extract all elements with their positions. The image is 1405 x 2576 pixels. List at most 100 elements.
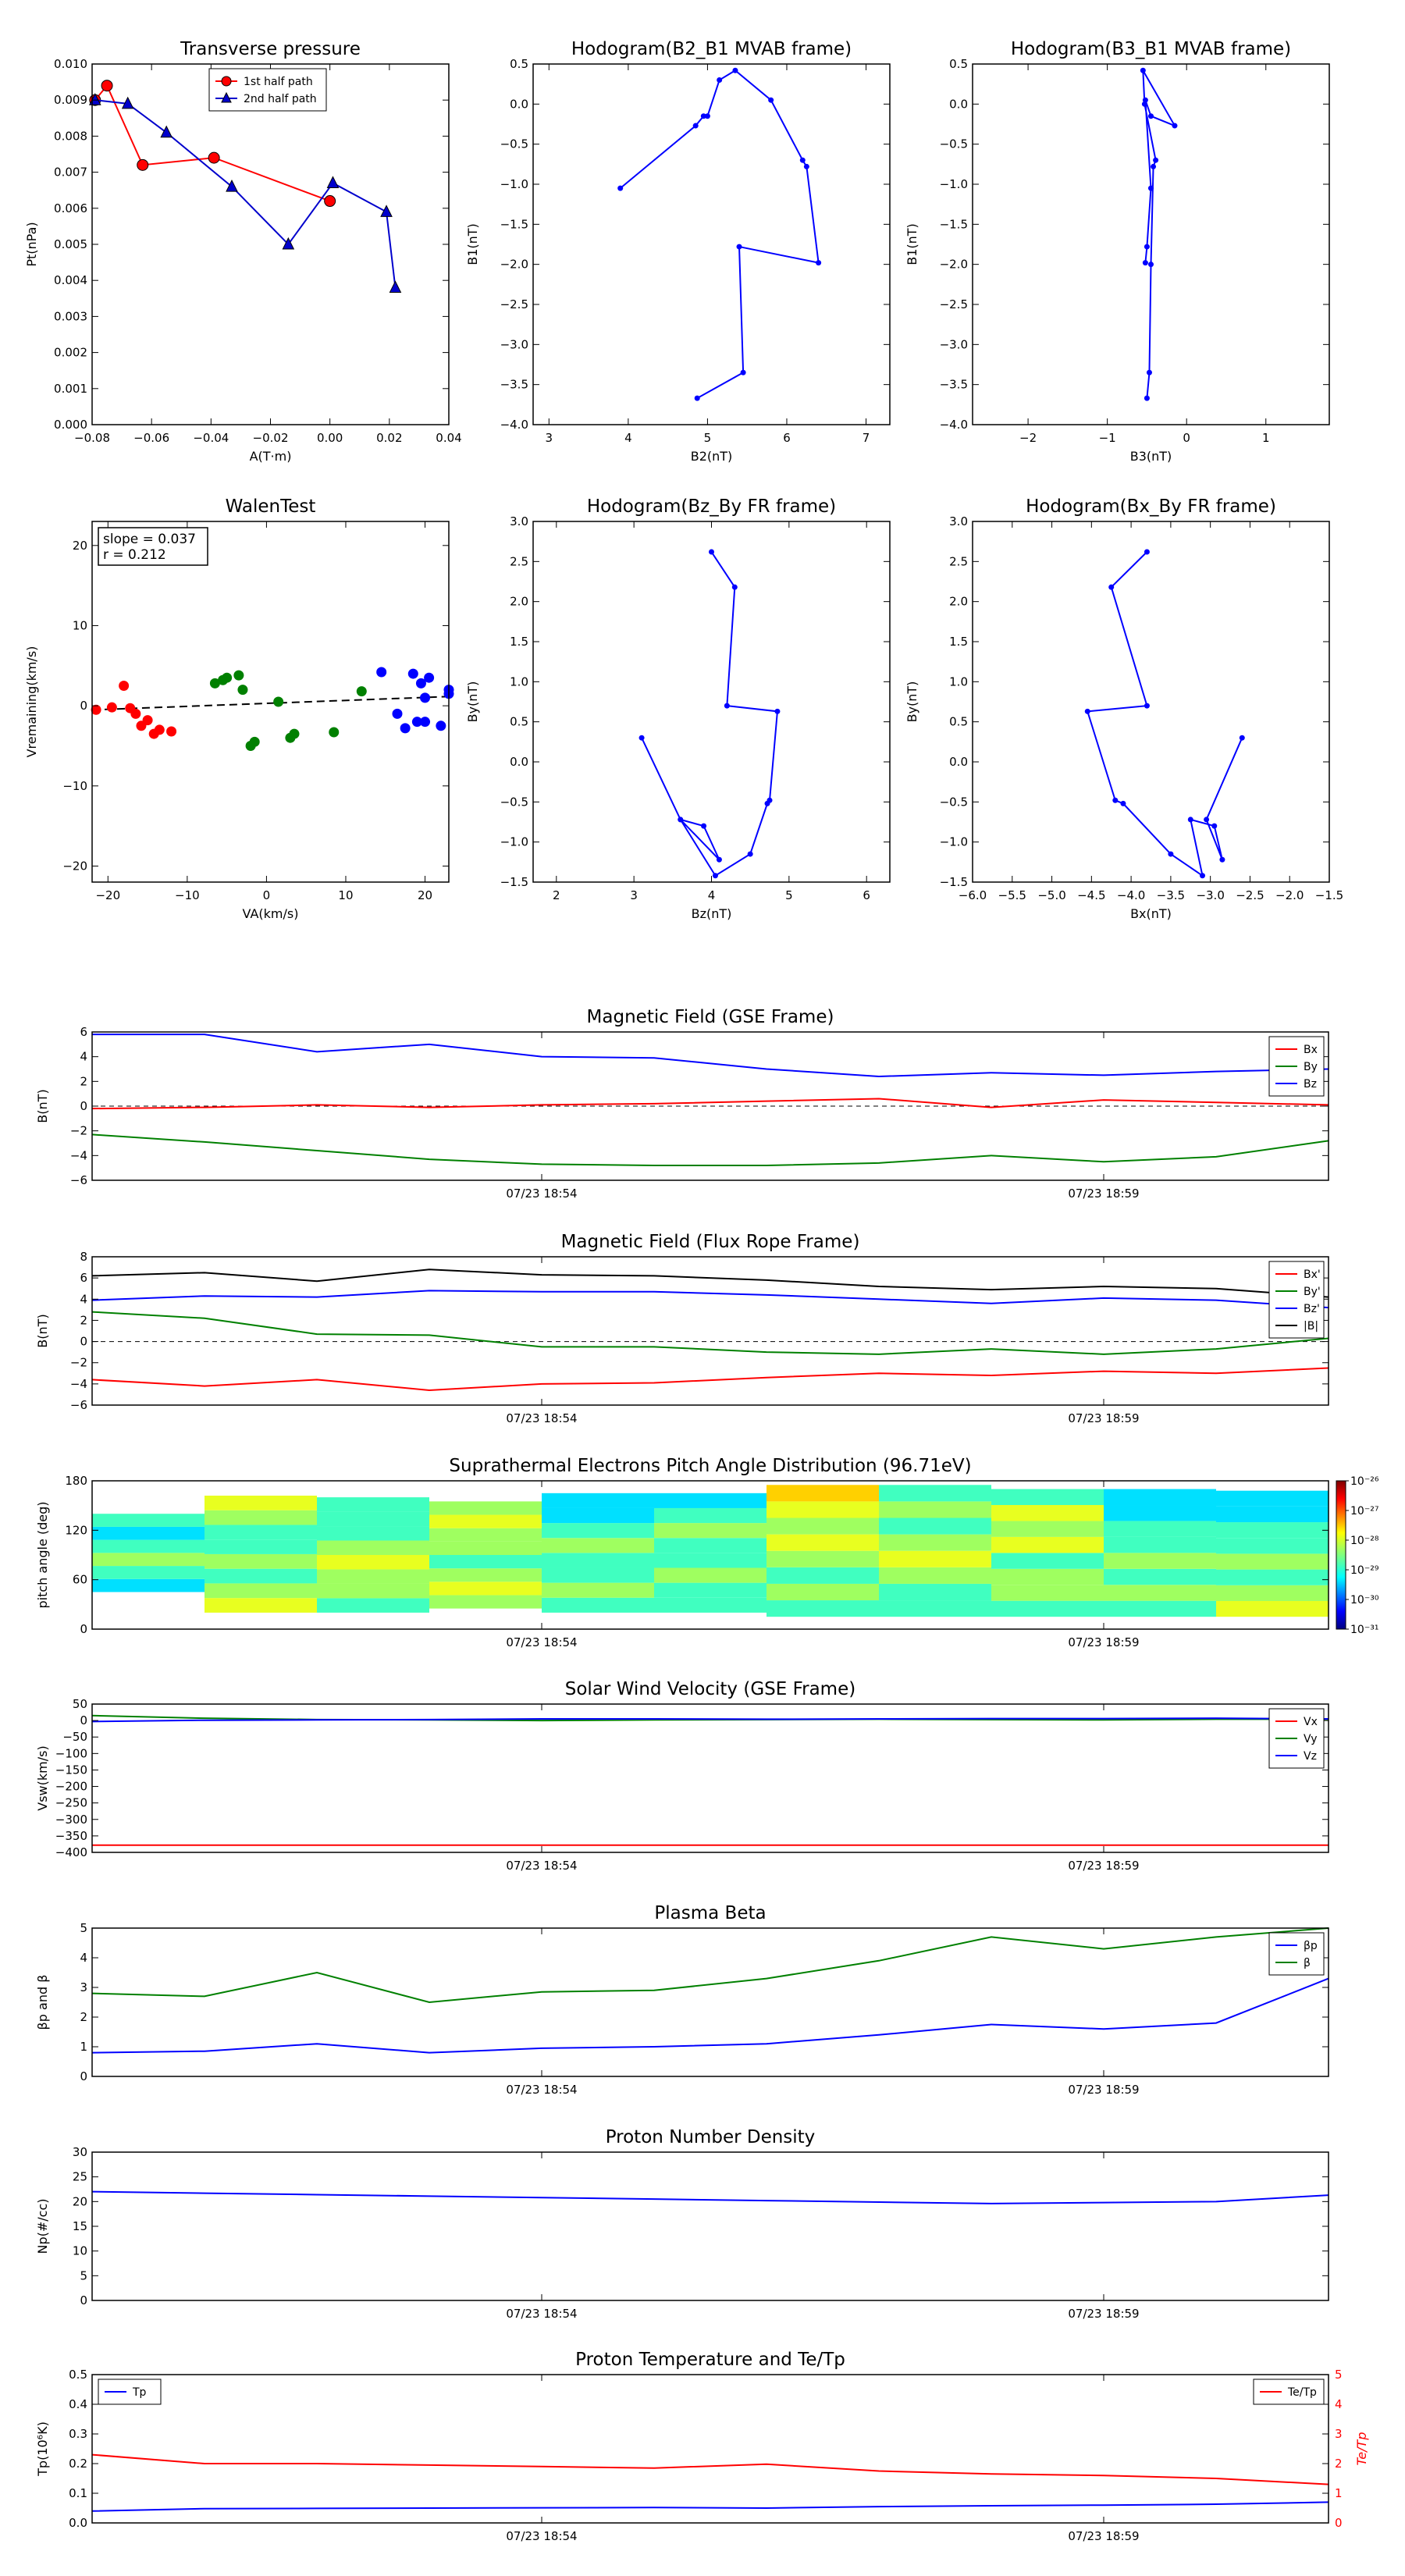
x-tick-label: −10 (175, 888, 200, 902)
y-tick-label: 0.0 (510, 755, 528, 769)
data-point (1187, 817, 1193, 823)
x-tick-label: 0.02 (376, 431, 402, 445)
heatmap-cell (1216, 1522, 1329, 1539)
chart-title: Magnetic Field (GSE Frame) (587, 1007, 834, 1027)
data-point (121, 96, 134, 109)
legend-label: Bx (1304, 1044, 1318, 1056)
axes-frame (91, 1703, 1329, 1853)
y-tick-label: −300 (55, 1813, 87, 1827)
y-axis-label: Vremaining(km/s) (24, 646, 39, 758)
chart-title: Hodogram(Bz_By FR frame) (587, 496, 836, 517)
chart-title: WalenTest (226, 496, 316, 517)
legend-label: Vz (1304, 1750, 1317, 1763)
heatmap-cell (92, 1539, 205, 1553)
y-tick-label: 0.5 (510, 57, 528, 71)
x-tick-label: 07/23 18:59 (1068, 2529, 1139, 2543)
x-tick-label: −2.0 (1275, 888, 1304, 902)
heatmap-cell (767, 1583, 879, 1601)
y-tick-label: 0.007 (54, 165, 87, 180)
heatmap-cell (205, 1496, 317, 1510)
data-point (1142, 97, 1148, 103)
x-tick-label: 4 (708, 888, 716, 902)
fit-line (91, 696, 450, 711)
y-tick-label: −2 (70, 1124, 87, 1138)
walen-test-panel: WalenTest −20 −10 0 10 20 −20 −10 0 10 20 VA(km/s) V… (24, 496, 454, 921)
axes-frame (91, 521, 450, 883)
y-tick-label: −2 (70, 1356, 87, 1370)
y-tick-label: 1.0 (949, 674, 968, 688)
data-point (1148, 185, 1154, 191)
heatmap-cell (767, 1567, 879, 1584)
y-tick-label: −4 (70, 1148, 87, 1162)
scatter-point (142, 715, 153, 726)
data-point (1168, 851, 1174, 857)
data-point (1144, 395, 1150, 401)
hodogram-bx-by-panel: Hodogram(Bx_By FR frame) −6.0 −5.5 −5.0 −4.5… (905, 496, 1343, 921)
x-tick-label: 07/23 18:54 (506, 1635, 577, 1649)
heatmap-cell (542, 1538, 654, 1553)
transverse-pressure-panel: Transverse pressure −0.08 −0.06 −0.04 −0.02 0… (24, 39, 462, 464)
y-tick-label: 0.010 (54, 57, 87, 71)
y-right-tick-label: 0 (1335, 2516, 1343, 2530)
heatmap-cell (767, 1550, 879, 1567)
axes-frame (91, 2374, 1329, 2524)
heatmap-cell (92, 1526, 205, 1540)
data-point (1144, 703, 1150, 709)
y-tick-label: 1.0 (510, 674, 528, 688)
data-point (282, 237, 295, 250)
heatmap-cell (429, 1528, 542, 1542)
scatter-point (411, 717, 422, 728)
y-axis-label: Tp(10⁶K) (35, 2421, 50, 2477)
axes-frame (972, 63, 1330, 425)
y-tick-label: 50 (73, 1697, 87, 1711)
scatter-point (154, 724, 165, 735)
y-tick-label: 0.5 (69, 2368, 87, 2382)
heatmap-cell (1104, 1489, 1216, 1506)
y-tick-label: −4.0 (940, 418, 968, 432)
y-tick-label: −1.0 (940, 835, 968, 849)
heatmap-cell (1104, 1521, 1216, 1537)
data-point (704, 113, 710, 119)
heatmap-cell (317, 1598, 429, 1613)
y-tick-label: 0.002 (54, 346, 87, 360)
y-tick-label: 0.001 (54, 382, 87, 396)
heatmap-cell (429, 1555, 542, 1569)
x-tick-label: 0.00 (317, 431, 343, 445)
data-point (160, 125, 173, 138)
y-tick-label: −4.0 (500, 418, 528, 432)
y-tick-label: −0.5 (500, 795, 528, 809)
y-tick-label: −2.5 (940, 297, 968, 311)
data-point (389, 280, 402, 293)
heatmap-cell (1104, 1585, 1216, 1601)
heatmap-cell (317, 1497, 429, 1512)
x-axis-label: B3(nT) (1130, 449, 1172, 464)
heatmap-cell (1104, 1553, 1216, 1569)
x-tick-label: −5.0 (1037, 888, 1065, 902)
y-right-axis-label: Te/Tp (1354, 2432, 1369, 2466)
data-point (732, 67, 738, 73)
y-tick-label: 0.008 (54, 129, 87, 143)
series-line-Bz (92, 1034, 1329, 1078)
x-tick-label: 6 (783, 431, 791, 445)
scatter-point (233, 670, 244, 681)
y-tick-label: 8 (80, 1250, 87, 1264)
solar-wind-velocity-panel: Solar Wind Velocity (GSE Frame) 07/23 18:… (35, 1679, 1329, 1873)
chart-title: Solar Wind Velocity (GSE Frame) (565, 1679, 855, 1699)
colorbar-tick-label: 10⁻²⁷ (1350, 1505, 1378, 1517)
heatmap-cell (317, 1555, 429, 1570)
x-tick-label: 5 (704, 431, 712, 445)
heatmap-cell (205, 1598, 317, 1613)
series-line-Tp (91, 2501, 1329, 2512)
y-tick-label: −250 (55, 1796, 87, 1810)
annotation-box (98, 527, 208, 566)
y-tick-label: 0.0 (949, 97, 968, 111)
y-axis-label: Pt(nPa) (24, 222, 39, 266)
y-tick-label: 0 (80, 1099, 87, 1113)
y-tick-label: −1.0 (500, 835, 528, 849)
heatmap-cell (654, 1553, 767, 1568)
y-tick-label: 0.000 (54, 418, 87, 432)
y-tick-label: 0.5 (949, 715, 968, 729)
y-tick-label: −4 (70, 1377, 87, 1391)
hodogram-bz-by-panel: Hodogram(Bz_By FR frame) 2 3 4 5 6 −1.5 −1.0 −0.… (465, 496, 891, 921)
x-tick-label: −5.5 (998, 888, 1026, 902)
